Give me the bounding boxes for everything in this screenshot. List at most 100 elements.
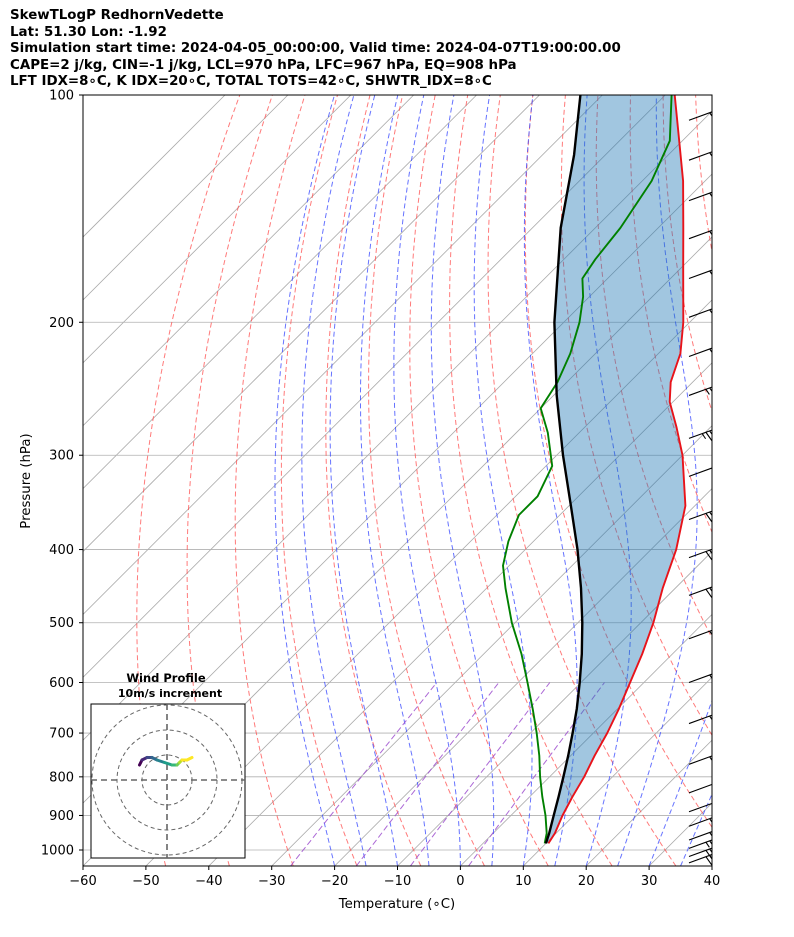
wind-barb-full: [713, 803, 720, 812]
wind-barb-staff: [688, 548, 712, 559]
x-tick-label: −50: [132, 874, 159, 889]
wind-barb-full: [713, 111, 720, 120]
wind-barb-full: [717, 853, 724, 862]
cape-area: [545, 95, 686, 844]
wind-barb-full: [709, 549, 712, 555]
stability-indices-1: CAPE=2 j/kg, CIN=-1 j/kg, LCL=970 hPa, L…: [10, 57, 517, 73]
mixing-ratio-line: [355, 682, 500, 866]
wind-profile-inset: Wind Profile 10m/s increment: [90, 671, 246, 859]
wind-barb-staff: [688, 831, 712, 841]
wind-barb-staff: [688, 386, 712, 396]
y-axis-label: Pressure (hPa): [19, 433, 34, 528]
dry-adiabat: [695, 95, 712, 254]
moist-adiabat: [301, 95, 367, 866]
station-coordinates: Lat: 51.30 Lon: -1.92: [10, 24, 167, 40]
wind-barb-full: [717, 628, 724, 637]
wind-barb-full: [713, 230, 720, 239]
wind-barb-full: [717, 585, 724, 594]
wind-barb-staff: [688, 839, 712, 849]
dry-adiabat: [368, 95, 485, 866]
wind-barb: [688, 755, 712, 765]
wind-barb-full: [713, 270, 720, 279]
wind-barb-full: [713, 586, 720, 595]
wind-barb-staff: [688, 629, 712, 640]
wind-barb-full: [709, 348, 712, 354]
station-title: SkewTLogP RedhornVedette: [10, 8, 224, 23]
wind-barb-staff: [688, 586, 712, 596]
wind-barb-staff: [688, 783, 712, 794]
parcel-profile: [544, 95, 584, 844]
wind-barb-full: [717, 783, 724, 792]
wind-barb-full: [709, 587, 712, 593]
stability-indices-2: LFT IDX=8∘C, K IDX=20∘C, TOTAL TOTS=42∘C…: [10, 74, 492, 89]
wind-barb-full: [713, 839, 720, 848]
wind-barb-half: [709, 152, 712, 158]
wind-barb: [688, 548, 712, 562]
wind-barb: [688, 429, 720, 442]
wind-barb-staff: [688, 714, 712, 725]
axes: −60 −50 −40 −30 −20 −10 0 10 20 30 40 100 200 300 400 5…: [41, 89, 720, 890]
moist-adiabat: [360, 95, 430, 866]
wind-barb-full: [717, 846, 724, 855]
wind-barb-staff: [688, 111, 712, 121]
dry-adiabat: [629, 95, 712, 534]
y-tick-label: 700: [49, 727, 74, 742]
cape-shading: [545, 95, 686, 844]
wind-barb-half: [709, 715, 712, 721]
x-tick-label: 30: [641, 874, 658, 889]
wind-barb-staff: [688, 467, 712, 477]
x-tick-label: −40: [195, 874, 222, 889]
wind-barb-full: [713, 817, 720, 826]
moist-adiabat: [680, 792, 712, 866]
y-tick-label: 600: [49, 676, 74, 691]
wind-barb-full: [709, 309, 712, 315]
isotherm: [145, 299, 712, 866]
wind-barb-full: [713, 430, 720, 439]
wind-barb-full: [717, 830, 724, 839]
dry-adiabat: [280, 95, 358, 866]
wind-barbs: [688, 111, 724, 866]
moist-adiabat: [583, 95, 632, 866]
wind-barb-full: [705, 431, 712, 442]
wind-barb-half: [709, 192, 712, 198]
dewpoint-profile: [502, 95, 673, 844]
mixing-ratio-line: [409, 682, 551, 866]
mixing-ratio-lines: [290, 682, 605, 866]
wind-barb-full: [713, 348, 720, 357]
wind-barb: [688, 269, 720, 280]
wind-barb-full: [713, 511, 720, 520]
x-axis-label: Temperature (∘C): [338, 897, 455, 912]
wind-barb-full: [717, 509, 724, 518]
moist-adiabat: [329, 95, 398, 866]
isotherm: [83, 95, 540, 553]
wind-barb-staff: [688, 429, 712, 439]
isotherm: [83, 95, 666, 678]
dry-adiabat: [761, 95, 794, 866]
wind-barb-full: [717, 802, 724, 811]
wind-barb: [688, 386, 712, 396]
dry-adiabat: [409, 95, 549, 866]
wind-barb: [688, 673, 712, 684]
dry-adiabat: [728, 95, 794, 866]
wind-barb-staff: [688, 229, 712, 240]
x-tick-label: −20: [321, 874, 348, 889]
wind-barb: [688, 191, 720, 202]
moist-adiabat: [274, 95, 336, 866]
wind-barb-flag: [711, 468, 712, 469]
isotherm: [460, 613, 712, 866]
wind-barb-full: [705, 551, 712, 562]
sounding-profiles: [502, 95, 687, 844]
wind-barb-full: [709, 387, 712, 393]
wind-barb-half: [709, 756, 712, 762]
wind-barb-full: [713, 630, 720, 639]
temperature-profile: [547, 95, 687, 844]
wind-barb-full: [713, 151, 720, 160]
isotherm: [523, 676, 712, 866]
wind-barb-staff: [688, 673, 712, 684]
isotherm: [334, 488, 712, 866]
plot-area: [83, 95, 794, 866]
wind-barb-full: [709, 430, 712, 436]
wind-barb-full: [713, 192, 720, 201]
wind-barb-half: [701, 433, 707, 440]
dry-adiabat: [234, 95, 306, 866]
